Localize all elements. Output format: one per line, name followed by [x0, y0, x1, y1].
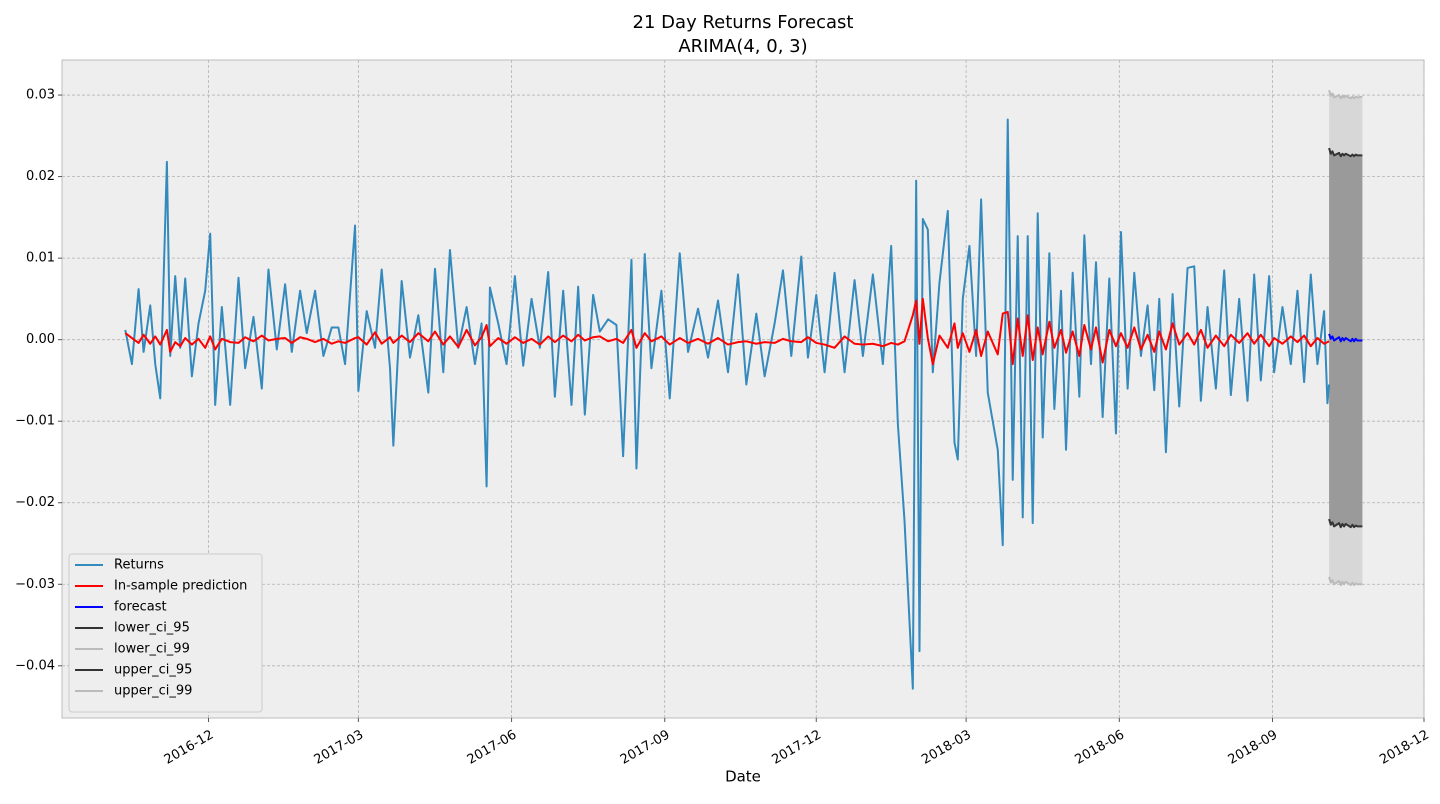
chart-title: 21 Day Returns Forecast — [633, 12, 854, 33]
legend-label: forecast — [114, 600, 167, 615]
chart-subtitle: ARIMA(4, 0, 3) — [678, 36, 807, 57]
legend-label: upper_ci_99 — [114, 684, 192, 699]
series-line — [1328, 89, 1363, 100]
legend-label: lower_ci_99 — [114, 642, 190, 657]
x-tick-label: 2017-12 — [769, 728, 824, 768]
x-tick-label: 2018-06 — [1072, 728, 1127, 768]
legend-label: lower_ci_95 — [114, 621, 190, 636]
y-tick-label: 0.02 — [26, 169, 55, 184]
y-tick-label: −0.04 — [15, 658, 55, 673]
y-tick-label: 0.03 — [26, 88, 55, 103]
series-line — [1328, 518, 1363, 529]
y-tick-label: 0.00 — [26, 332, 55, 347]
x-tick-label: 2017-09 — [618, 728, 673, 768]
y-tick-label: −0.02 — [15, 495, 55, 510]
x-tick-label: 2018-03 — [919, 728, 974, 768]
series-line — [124, 118, 1331, 690]
y-tick-label: 0.01 — [26, 251, 55, 266]
legend-label: In-sample prediction — [114, 579, 247, 594]
x-tick-label: 2017-03 — [312, 728, 367, 768]
y-tick-label: −0.03 — [15, 577, 55, 592]
series-line — [1328, 147, 1363, 158]
legend-label: Returns — [114, 558, 164, 573]
legend-box — [68, 553, 263, 713]
x-tick-label: 2017-06 — [465, 728, 520, 768]
y-tick-label: −0.01 — [15, 414, 55, 429]
x-axis-label: Date — [725, 768, 761, 786]
series-line — [1328, 333, 1363, 343]
series-line — [1328, 576, 1363, 587]
series-line — [124, 297, 1330, 366]
x-tick-label: 2018-09 — [1226, 728, 1281, 768]
x-tick-label: 2016-12 — [162, 728, 217, 768]
legend-label: upper_ci_95 — [114, 663, 192, 678]
x-tick-label: 2018-12 — [1377, 728, 1432, 768]
plot-area — [61, 59, 1425, 719]
